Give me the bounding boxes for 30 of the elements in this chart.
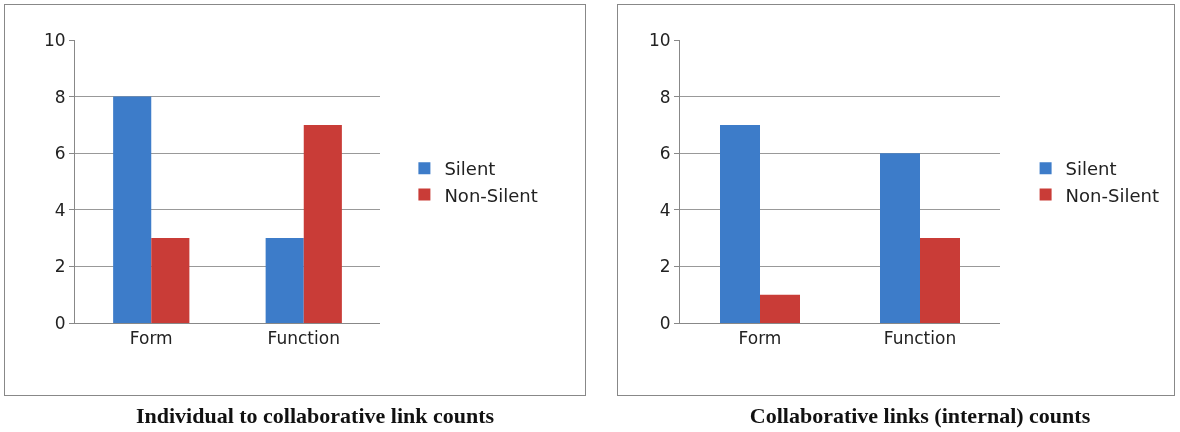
legend-label: Silent: [1065, 158, 1117, 180]
y-tick-label: 8: [54, 86, 66, 107]
y-tick-label: 6: [54, 143, 66, 164]
legend-label: Silent: [444, 158, 496, 180]
bar: [920, 238, 960, 323]
legend-label: Non-Silent: [1065, 184, 1159, 206]
y-tick-label: 4: [659, 199, 671, 220]
bar: [265, 238, 304, 323]
y-tick-label: 2: [54, 256, 66, 277]
bar: [720, 124, 760, 323]
y-tick-label: 0: [659, 312, 671, 333]
bar: [303, 124, 342, 323]
text: Collaborative links (internal) counts: [749, 403, 1091, 429]
bar: [113, 96, 152, 323]
text: Individual to collaborative link counts: [135, 403, 495, 429]
bar: [760, 294, 800, 323]
x-tick-label: Form: [738, 328, 782, 349]
y-tick-label: 10: [648, 29, 671, 50]
x-tick-label: Form: [129, 328, 173, 349]
y-tick-label: 10: [43, 29, 66, 50]
bar: [151, 238, 190, 323]
y-tick-label: 8: [659, 86, 671, 107]
y-tick-label: 4: [54, 199, 66, 220]
bar: [880, 153, 920, 323]
y-tick-label: 0: [54, 312, 66, 333]
legend-label: Non-Silent: [444, 184, 538, 206]
x-tick-label: Function: [883, 328, 957, 349]
y-tick-label: 2: [659, 256, 671, 277]
x-tick-label: Function: [267, 328, 340, 349]
y-tick-label: 6: [659, 143, 671, 164]
